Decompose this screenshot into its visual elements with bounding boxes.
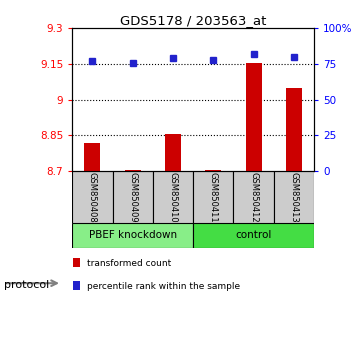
Text: GSM850408: GSM850408 [88, 172, 97, 223]
Text: transformed count: transformed count [87, 259, 171, 268]
Bar [234, 171, 274, 223]
Text: protocol: protocol [4, 280, 49, 290]
Text: GSM850411: GSM850411 [209, 172, 218, 222]
Text: percentile rank within the sample: percentile rank within the sample [87, 282, 240, 291]
Bar [193, 171, 234, 223]
Bar [73, 258, 80, 267]
Bar [125, 170, 141, 171]
Bar [73, 281, 80, 290]
Bar [165, 134, 181, 171]
Text: PBEF knockdown: PBEF knockdown [88, 230, 177, 240]
Bar [84, 143, 100, 171]
Bar [245, 63, 262, 171]
Text: GSM850413: GSM850413 [290, 172, 299, 223]
Text: GSM850412: GSM850412 [249, 172, 258, 222]
Bar [286, 88, 302, 171]
Bar [153, 171, 193, 223]
Bar [193, 223, 314, 248]
Title: GDS5178 / 203563_at: GDS5178 / 203563_at [120, 14, 266, 27]
Text: GSM850410: GSM850410 [169, 172, 178, 222]
Bar [113, 171, 153, 223]
Bar [274, 171, 314, 223]
Text: control: control [235, 230, 272, 240]
Bar [72, 223, 193, 248]
Text: GSM850409: GSM850409 [128, 172, 137, 222]
Bar [72, 171, 113, 223]
